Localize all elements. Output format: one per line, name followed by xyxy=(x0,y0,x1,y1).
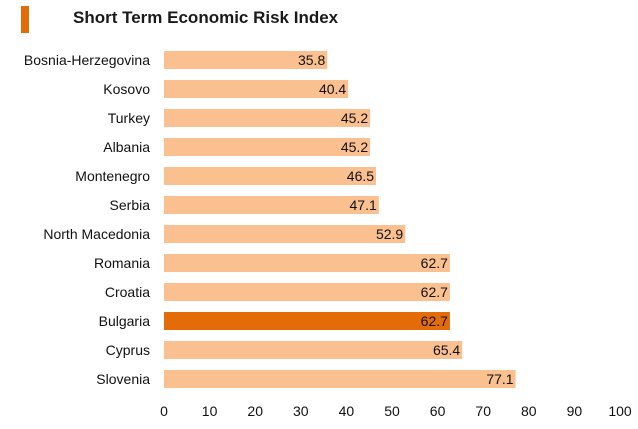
value-label-montenegro: 46.5 xyxy=(347,168,374,184)
title-accent-bar xyxy=(21,6,29,33)
x-tick-label-30: 30 xyxy=(293,403,309,419)
chart-title: Short Term Economic Risk Index xyxy=(73,8,339,27)
bar-croatia xyxy=(164,283,450,301)
bar-turkey xyxy=(164,109,371,127)
bar-bosnia-herzegovina xyxy=(164,51,328,69)
x-tick-label-70: 70 xyxy=(475,403,491,419)
bar-bulgaria xyxy=(164,312,450,330)
x-tick-label-0: 0 xyxy=(160,403,168,419)
x-tick-label-90: 90 xyxy=(567,403,583,419)
x-tick-label-60: 60 xyxy=(430,403,446,419)
x-tick-label-40: 40 xyxy=(339,403,355,419)
value-label-romania: 62.7 xyxy=(421,255,448,271)
bars-group xyxy=(164,51,516,388)
category-label-kosovo: Kosovo xyxy=(103,81,150,97)
category-labels-group: Bosnia-Herzegovina Kosovo Turkey Albania Mon… xyxy=(24,52,150,387)
value-label-north-macedonia: 52.9 xyxy=(376,226,403,242)
category-label-cyprus: Cyprus xyxy=(106,342,150,358)
value-label-albania: 45.2 xyxy=(341,139,368,155)
value-label-croatia: 62.7 xyxy=(421,284,448,300)
bar-serbia xyxy=(164,196,379,214)
x-axis-ticks-group: 0 10 20 30 40 50 60 70 80 90 100 xyxy=(160,403,632,419)
value-label-serbia: 47.1 xyxy=(350,197,377,213)
category-label-croatia: Croatia xyxy=(105,284,150,300)
bar-north-macedonia xyxy=(164,225,406,243)
bar-romania xyxy=(164,254,450,272)
value-labels-group: 35.8 40.4 45.2 45.2 46.5 47.1 52.9 62.7 62.7 62.7… xyxy=(298,52,514,387)
bar-cyprus xyxy=(164,341,463,359)
bar-montenegro xyxy=(164,167,377,185)
category-label-serbia: Serbia xyxy=(110,197,151,213)
x-tick-label-20: 20 xyxy=(247,403,263,419)
x-tick-label-80: 80 xyxy=(521,403,537,419)
value-label-slovenia: 77.1 xyxy=(486,371,513,387)
category-label-montenegro: Montenegro xyxy=(75,168,150,184)
category-label-north-macedonia: North Macedonia xyxy=(43,226,150,242)
category-label-slovenia: Slovenia xyxy=(96,371,150,387)
value-label-cyprus: 65.4 xyxy=(433,342,460,358)
bar-albania xyxy=(164,138,371,156)
x-tick-label-50: 50 xyxy=(384,403,400,419)
value-label-bulgaria: 62.7 xyxy=(421,313,448,329)
bar-slovenia xyxy=(164,370,516,388)
x-tick-label-100: 100 xyxy=(608,403,632,419)
category-label-bosnia-herzegovina: Bosnia-Herzegovina xyxy=(24,52,150,68)
category-label-romania: Romania xyxy=(94,255,150,271)
value-label-turkey: 45.2 xyxy=(341,110,368,126)
category-label-bulgaria: Bulgaria xyxy=(99,313,151,329)
bar-kosovo xyxy=(164,80,349,98)
value-label-bosnia-herzegovina: 35.8 xyxy=(298,52,325,68)
value-label-kosovo: 40.4 xyxy=(319,81,346,97)
x-tick-label-10: 10 xyxy=(202,403,218,419)
category-label-albania: Albania xyxy=(103,139,150,155)
category-label-turkey: Turkey xyxy=(108,110,150,126)
